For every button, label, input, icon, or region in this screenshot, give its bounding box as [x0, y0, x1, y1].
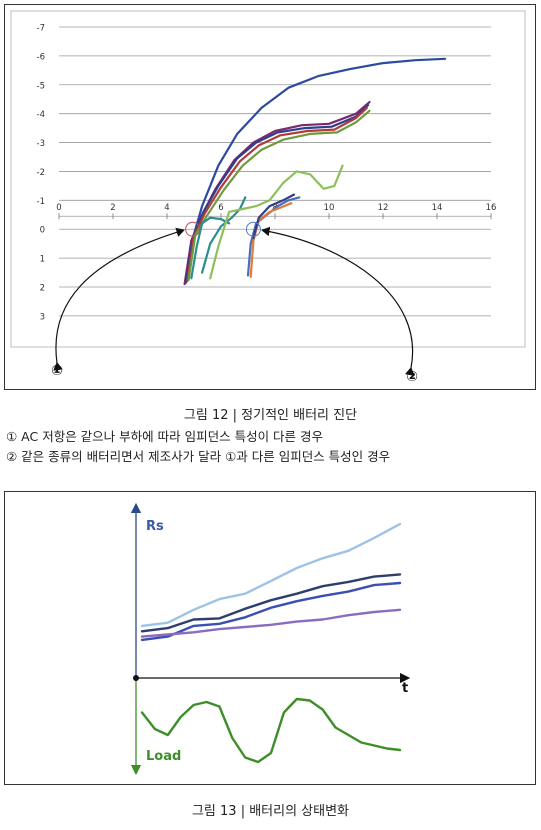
- y-tick-label: 1: [40, 255, 45, 265]
- x-tick-label: 14: [432, 203, 443, 213]
- rs-series-line-1: [140, 522, 402, 628]
- rs-axis-label: Rs: [146, 519, 164, 534]
- highlight-circle-2: [245, 221, 261, 237]
- y-tick-label: -2: [37, 168, 45, 178]
- series-line-11: [252, 193, 295, 239]
- y-tick-label: 3: [40, 312, 45, 322]
- y-tick-label: -5: [37, 81, 45, 91]
- highlight-circle-1: [185, 221, 201, 237]
- rs-series-line-4: [140, 608, 402, 638]
- series-line-6: [190, 216, 231, 280]
- y-tick-label: -7: [37, 24, 45, 34]
- marker-1: ①: [51, 363, 63, 379]
- origin-dot: [133, 675, 139, 681]
- x-tick-label: 10: [324, 203, 335, 213]
- rs-series-line-3: [140, 581, 402, 642]
- load-series-line: [140, 697, 402, 764]
- rs-series-line-2: [140, 573, 402, 633]
- figure-13-caption: 그림 13 | 배터리의 상태변화: [191, 804, 350, 819]
- t-axis-label: t: [402, 681, 408, 696]
- arrow-2: [261, 226, 415, 376]
- load-axis-label: Load: [146, 749, 181, 764]
- y-tick-label: -3: [37, 139, 45, 149]
- figure-12-frame: -7 -6 -5 -4 -3 -2 -1 0 1 2 3 0 2 4 6 8 10 12 14 16 ① ②: [4, 4, 536, 390]
- figure-13-chart: Rs t Load: [130, 502, 411, 776]
- series-line-4: [186, 106, 368, 283]
- x-tick-label: 16: [486, 203, 497, 213]
- x-tick-label: 2: [110, 203, 115, 213]
- figure-12-caption: 그림 12 | 정기적인 배터리 진단: [183, 408, 358, 423]
- plot-area: [10, 10, 526, 348]
- x-tick-label: 4: [164, 203, 169, 213]
- y-tick-label: -6: [37, 52, 45, 62]
- x-tick-label: 6: [218, 203, 223, 213]
- y-tick-label: 0: [40, 226, 45, 236]
- figure-12-note-1: ① AC 저항은 같으나 부하에 따라 임피던스 특성이 다른 경우: [6, 429, 324, 444]
- x-tick-label: 12: [378, 203, 389, 213]
- series-line-3: [184, 103, 370, 284]
- marker-2: ②: [406, 369, 418, 385]
- figure-13-frame: Rs t Load: [4, 491, 536, 785]
- y-tick-label: -4: [37, 110, 45, 120]
- x-tick-label: 0: [56, 203, 61, 213]
- y-tick-label: 2: [40, 284, 45, 294]
- series-line-1: [184, 57, 447, 283]
- figure-12-note-2: ② 같은 종류의 배터리면서 제조사가 달라 ①과 다른 임피던스 특성인 경우: [6, 449, 391, 464]
- series-line-10: [249, 202, 293, 278]
- series-line-8: [209, 164, 344, 280]
- y-tick-label: -1: [37, 197, 45, 207]
- arrow-1: [53, 227, 185, 371]
